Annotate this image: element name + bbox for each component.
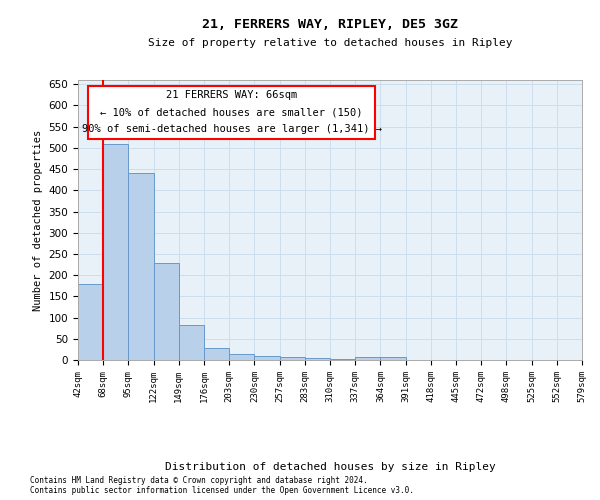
Bar <box>330 359 355 360</box>
Bar <box>229 354 254 360</box>
Text: 21, FERRERS WAY, RIPLEY, DE5 3GZ: 21, FERRERS WAY, RIPLEY, DE5 3GZ <box>202 18 458 30</box>
Bar <box>78 284 103 360</box>
Bar <box>280 356 305 360</box>
Y-axis label: Number of detached properties: Number of detached properties <box>33 130 43 310</box>
Text: Contains HM Land Registry data © Crown copyright and database right 2024.: Contains HM Land Registry data © Crown c… <box>30 476 368 485</box>
Text: Size of property relative to detached houses in Ripley: Size of property relative to detached ho… <box>148 38 512 48</box>
Bar <box>380 356 406 360</box>
Text: ← 10% of detached houses are smaller (150): ← 10% of detached houses are smaller (15… <box>100 107 363 117</box>
Bar <box>128 174 154 360</box>
FancyBboxPatch shape <box>88 86 376 139</box>
Bar <box>355 356 380 360</box>
Bar <box>254 356 280 360</box>
Bar <box>305 358 330 360</box>
Text: Distribution of detached houses by size in Ripley: Distribution of detached houses by size … <box>164 462 496 472</box>
Bar <box>179 325 204 360</box>
Bar <box>103 144 128 360</box>
Text: 21 FERRERS WAY: 66sqm: 21 FERRERS WAY: 66sqm <box>166 90 298 100</box>
Bar <box>154 264 179 360</box>
Bar <box>204 348 229 360</box>
Text: 90% of semi-detached houses are larger (1,341) →: 90% of semi-detached houses are larger (… <box>82 124 382 134</box>
Text: Contains public sector information licensed under the Open Government Licence v3: Contains public sector information licen… <box>30 486 414 495</box>
